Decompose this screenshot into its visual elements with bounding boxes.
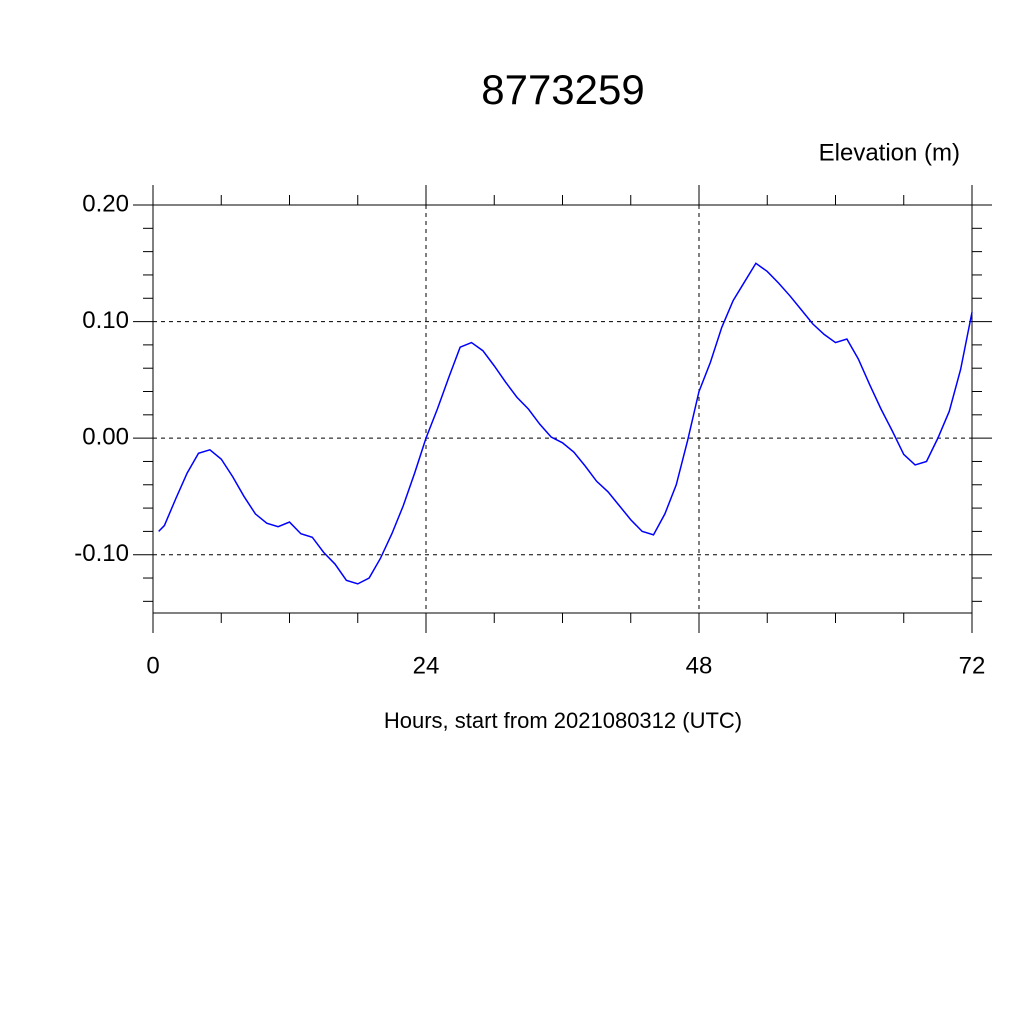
chart-title: 8773259 (481, 66, 645, 113)
y-tick-label: -0.10 (74, 540, 129, 567)
x-axis-label: Hours, start from 2021080312 (UTC) (384, 708, 742, 733)
x-tick-label: 0 (146, 652, 159, 679)
y-tick-label: 0.10 (82, 307, 129, 334)
y-tick-label: 0.20 (82, 190, 129, 217)
x-tick-label: 24 (413, 652, 440, 679)
x-tick-label: 48 (686, 652, 713, 679)
y-axis-label: Elevation (m) (819, 139, 960, 166)
plot-frame (152, 204, 973, 614)
x-tick-label: 72 (959, 652, 986, 679)
y-tick-label: 0.00 (82, 423, 129, 450)
data-line (158, 262, 973, 585)
